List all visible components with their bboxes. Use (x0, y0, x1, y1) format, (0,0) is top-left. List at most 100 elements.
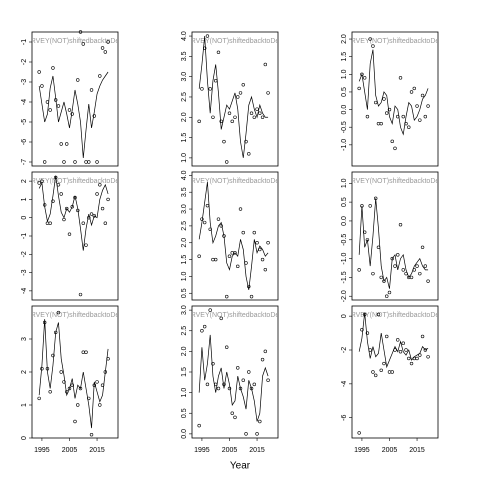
panel-frame (351, 171, 439, 301)
point (37, 70, 41, 74)
point (51, 353, 55, 358)
y-tick-label: 0 (341, 314, 348, 318)
point (382, 279, 386, 283)
point (106, 40, 110, 44)
point (258, 419, 262, 424)
point (48, 221, 52, 225)
point (70, 383, 74, 387)
point (73, 419, 77, 424)
point (423, 264, 428, 268)
point (241, 230, 245, 235)
point (78, 30, 83, 34)
point (398, 349, 403, 354)
point (249, 386, 254, 391)
point (211, 362, 215, 366)
point (230, 411, 234, 415)
point (376, 312, 381, 317)
point (84, 243, 88, 247)
point (65, 390, 69, 394)
panel-title: RVEY(NOT)shiftedbacktoDe (31, 312, 120, 319)
point (76, 78, 80, 82)
point (40, 367, 44, 371)
y-tick-label: -2 (341, 347, 348, 353)
panel-title: RVEY(NOT)shiftedbacktoDe (191, 178, 280, 185)
point (219, 224, 223, 228)
y-tick-label: 2.5 (181, 326, 188, 336)
y-tick-label: 0.5 (341, 87, 348, 97)
point (227, 111, 232, 115)
y-tick-label: 2.0 (341, 34, 348, 44)
y-tick-label: -1.0 (341, 139, 348, 151)
point (362, 230, 367, 234)
point (398, 76, 403, 80)
y-tick-label: 0.5 (181, 288, 188, 298)
point (92, 114, 96, 118)
y-tick-label: 1.0 (341, 178, 348, 188)
point (87, 216, 91, 220)
point (368, 204, 372, 208)
y-tick-label: 0.5 (181, 408, 188, 418)
point (418, 118, 422, 122)
point (89, 212, 94, 216)
point (418, 353, 422, 357)
point (208, 87, 212, 91)
point (426, 355, 430, 359)
point (371, 44, 375, 48)
y-tick-label: 1.5 (181, 367, 188, 377)
x-tick-label: 1995 (194, 447, 210, 454)
point (409, 275, 414, 280)
point (247, 370, 251, 374)
point (244, 432, 248, 436)
point (214, 257, 218, 262)
y-tick-label: 3.0 (181, 72, 188, 82)
y-tick-label: 0.0 (341, 105, 348, 115)
y-tick-label: 2 (21, 179, 28, 183)
point (92, 214, 96, 218)
point (379, 121, 383, 126)
point (362, 312, 367, 317)
panel-title: RVEY(NOT)shiftedbacktoDe (351, 178, 440, 185)
point (42, 160, 47, 164)
point (255, 432, 259, 436)
point (205, 203, 210, 208)
point (95, 380, 99, 384)
point (37, 181, 41, 185)
point (76, 403, 80, 407)
point (266, 91, 270, 95)
panel-title: RVEY(NOT)shiftedbacktoDe (191, 312, 280, 319)
point (404, 348, 408, 352)
point (249, 111, 254, 115)
x-tick-label: 2005 (62, 447, 78, 454)
point (396, 114, 400, 119)
point (390, 256, 394, 261)
point (200, 87, 204, 91)
panel-frame (191, 171, 279, 301)
x-tick-label: 1995 (34, 447, 50, 454)
fit-line (38, 71, 109, 159)
point (197, 119, 201, 124)
point (260, 115, 265, 119)
y-tick-label: 4.0 (181, 31, 188, 41)
x-tick-label: 2005 (382, 447, 398, 454)
point (200, 217, 204, 221)
point (67, 386, 72, 391)
point (56, 310, 61, 315)
y-tick-label: 1.5 (181, 255, 188, 265)
point (42, 320, 47, 325)
point (379, 368, 383, 373)
panel-title: RVEY(NOT)shiftedbacktoDe (31, 38, 120, 45)
point (225, 294, 229, 299)
point (415, 356, 419, 361)
point (59, 370, 63, 374)
point (205, 382, 210, 387)
point (390, 139, 394, 144)
point (233, 251, 237, 255)
point (54, 330, 58, 335)
point (255, 107, 259, 111)
point (420, 334, 425, 339)
point (252, 115, 256, 119)
point (81, 42, 85, 46)
point (95, 160, 99, 164)
point (103, 50, 108, 54)
panel-frame (31, 31, 119, 167)
